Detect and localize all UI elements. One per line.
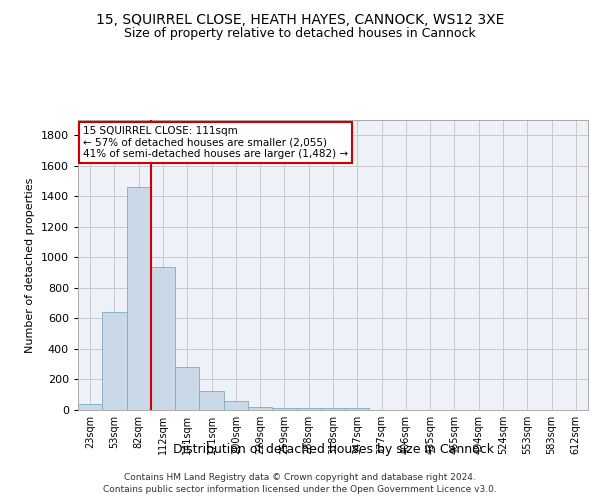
Text: Contains public sector information licensed under the Open Government Licence v3: Contains public sector information licen… (103, 485, 497, 494)
Bar (321, 408, 345, 410)
Bar (199, 391, 224, 410)
Text: Distribution of detached houses by size in Cannock: Distribution of detached houses by size … (173, 442, 494, 456)
Bar (102, 312, 127, 410)
Bar (248, 406, 272, 410)
Bar (127, 187, 151, 410)
Bar (224, 401, 248, 410)
Bar (175, 368, 199, 410)
Bar (151, 268, 175, 410)
Bar (78, 404, 102, 410)
Bar (345, 408, 370, 410)
Bar (296, 408, 321, 410)
Text: 15 SQUIRREL CLOSE: 111sqm
← 57% of detached houses are smaller (2,055)
41% of se: 15 SQUIRREL CLOSE: 111sqm ← 57% of detac… (83, 126, 348, 159)
Bar (272, 408, 296, 410)
Text: 15, SQUIRREL CLOSE, HEATH HAYES, CANNOCK, WS12 3XE: 15, SQUIRREL CLOSE, HEATH HAYES, CANNOCK… (96, 12, 504, 26)
Y-axis label: Number of detached properties: Number of detached properties (25, 178, 35, 352)
Text: Size of property relative to detached houses in Cannock: Size of property relative to detached ho… (124, 28, 476, 40)
Text: Contains HM Land Registry data © Crown copyright and database right 2024.: Contains HM Land Registry data © Crown c… (124, 472, 476, 482)
